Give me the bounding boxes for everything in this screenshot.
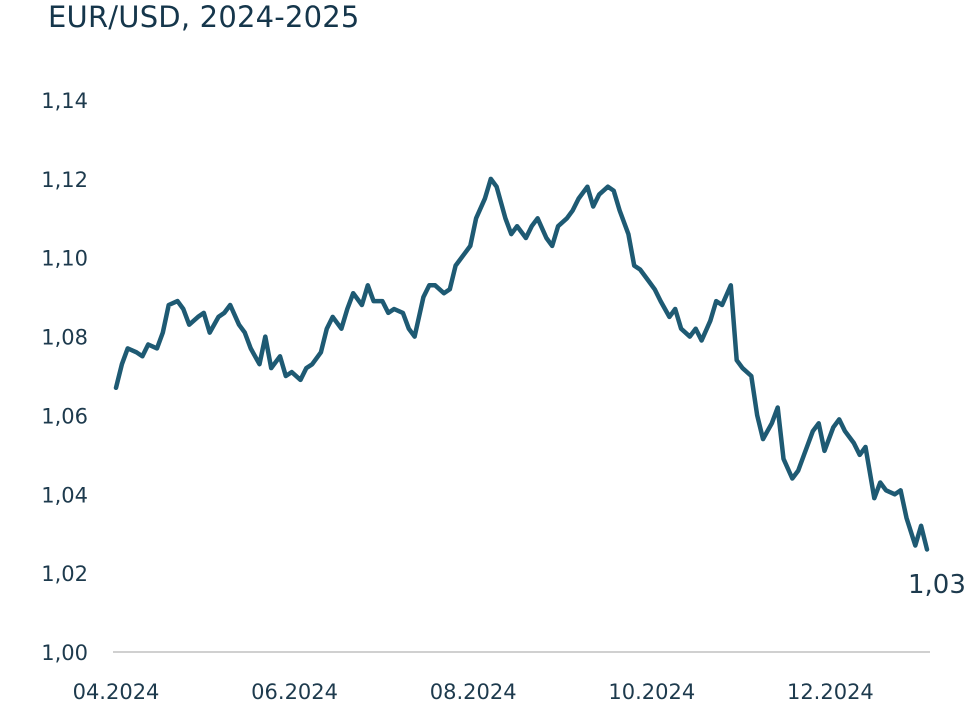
x-tick-label: 06.2024 [251, 680, 338, 704]
x-tick-label: 04.2024 [73, 680, 160, 704]
y-tick-label: 1,00 [41, 641, 88, 665]
y-tick-label: 1,04 [41, 483, 88, 507]
y-tick-label: 1,10 [41, 247, 88, 271]
end-value-label: 1,03 [908, 570, 966, 600]
x-tick-label: 10.2024 [608, 680, 695, 704]
y-axis-tick-labels: 1,00 1,02 1,04 1,06 1,08 1,10 1,12 1,14 [41, 89, 88, 665]
chart-title: EUR/USD, 2024-2025 [48, 0, 360, 34]
x-tick-label: 12.2024 [787, 680, 874, 704]
y-tick-label: 1,14 [41, 89, 88, 113]
y-tick-label: 1,06 [41, 404, 88, 428]
x-axis-tick-labels: 04.2024 06.2024 08.2024 10.2024 12.2024 [73, 680, 874, 704]
y-tick-label: 1,08 [41, 326, 88, 350]
x-tick-label: 08.2024 [430, 680, 517, 704]
y-tick-label: 1,12 [41, 168, 88, 192]
series-line-eurusd [113, 176, 930, 552]
y-tick-label: 1,02 [41, 562, 88, 586]
